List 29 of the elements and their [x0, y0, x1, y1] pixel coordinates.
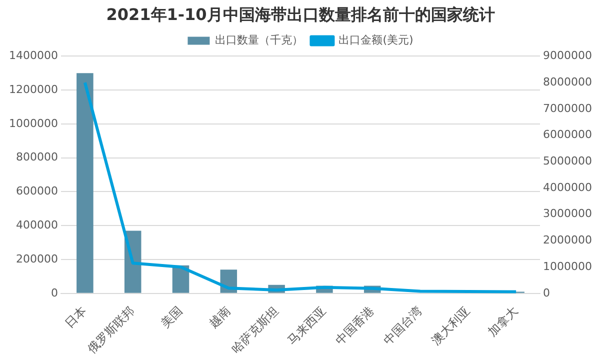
x-tick-label: 中国香港 [332, 304, 377, 348]
x-tick-label: 马来西亚 [284, 304, 329, 348]
legend-label: 出口金额(美元) [338, 34, 414, 47]
y-tick-label: 800000 [16, 150, 58, 164]
x-tick-label: 中国台湾 [380, 304, 425, 348]
y2-tick-label: 7000000 [543, 102, 592, 115]
y-tick-label: 1400000 [8, 49, 58, 62]
y-tick-label: 1200000 [8, 82, 58, 96]
y2-tick-label: 0 [543, 286, 550, 300]
x-tick-label: 加拿大 [485, 304, 520, 340]
legend-label: 出口数量（千克） [215, 34, 304, 47]
y-tick-label: 0 [50, 286, 58, 300]
y2-tick-label: 8000000 [543, 75, 592, 88]
y2-tick-label: 1000000 [543, 260, 592, 273]
y2-tick-label: 5000000 [543, 154, 592, 168]
y-tick-label: 200000 [16, 252, 58, 266]
x-tick-label: 越南 [206, 304, 233, 331]
y2-tick-label: 2000000 [543, 234, 592, 247]
y-tick-label: 400000 [16, 218, 58, 232]
y2-tick-label: 6000000 [543, 128, 592, 142]
y2-tick-label: 4000000 [543, 180, 592, 194]
chart-title: 2021年1-10月中国海带出口数量排名前十的国家统计 [106, 4, 495, 24]
y2-tick-label: 3000000 [543, 207, 592, 220]
x-tick-label: 澳大利亚 [428, 304, 472, 348]
y-tick-label: 600000 [16, 184, 58, 198]
y2-tick-label: 9000000 [543, 49, 592, 62]
bar [76, 73, 94, 293]
x-tick-label: 美国 [158, 304, 186, 331]
y-tick-label: 1000000 [8, 116, 58, 130]
